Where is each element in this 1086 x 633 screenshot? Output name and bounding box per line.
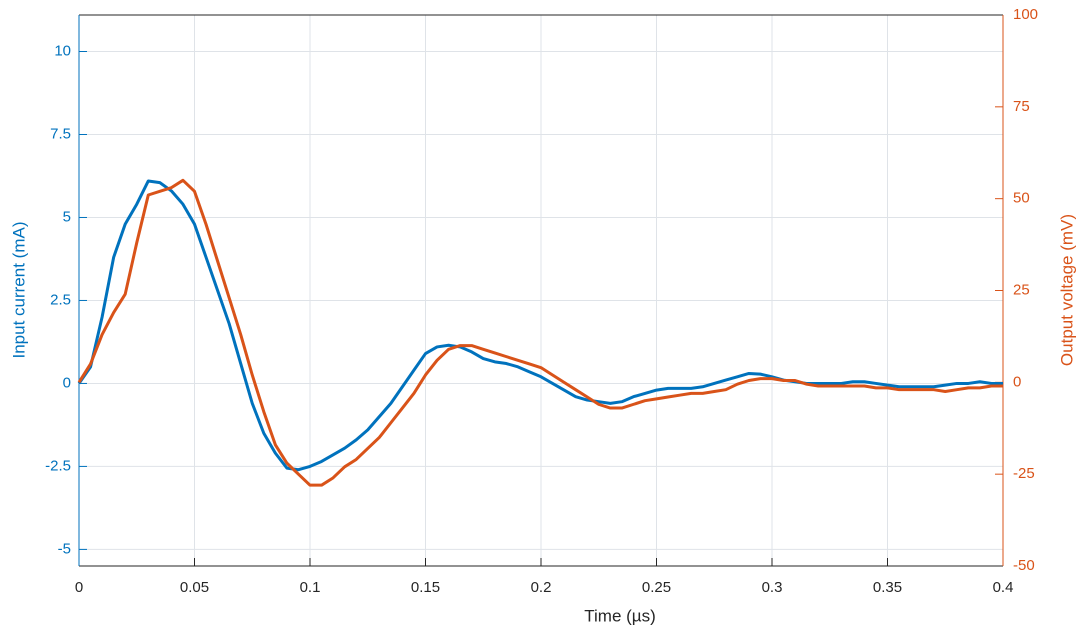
y2-tick-label: -25 [1013, 465, 1035, 482]
y-tick-label: -5 [58, 540, 71, 557]
y2-axis-label: Output voltage (mV) [1057, 214, 1076, 366]
x-tick-label: 0.25 [642, 579, 671, 596]
y-tick-label: 2.5 [50, 291, 71, 308]
y-tick-label: 10 [54, 42, 71, 59]
x-tick-label: 0.3 [762, 579, 783, 596]
x-tick-label: 0.2 [531, 579, 552, 596]
x-tick-label: 0.4 [993, 579, 1014, 596]
y-tick-label: 0 [63, 374, 71, 391]
y-axis-label: Input current (mA) [9, 222, 28, 359]
x-tick-label: 0.15 [411, 579, 440, 596]
x-tick-label: 0.1 [300, 579, 321, 596]
y-tick-label: 5 [63, 208, 71, 225]
y-tick-label: 7.5 [50, 125, 71, 142]
y2-tick-label: 25 [1013, 281, 1030, 298]
x-tick-label: 0.35 [873, 579, 902, 596]
y-tick-label: -2.5 [45, 457, 71, 474]
y2-tick-label: 50 [1013, 190, 1030, 207]
y2-tick-label: -50 [1013, 557, 1035, 574]
line-series [77, 179, 1003, 472]
line-series [77, 178, 1003, 487]
y2-tick-label: 100 [1013, 6, 1038, 23]
x-tick-label: 0.05 [180, 579, 209, 596]
y2-tick-label: 75 [1013, 98, 1030, 115]
x-tick-label: 0 [75, 579, 83, 596]
y2-tick-label: 0 [1013, 373, 1021, 390]
x-axis-label: Time (µs) [584, 606, 656, 625]
